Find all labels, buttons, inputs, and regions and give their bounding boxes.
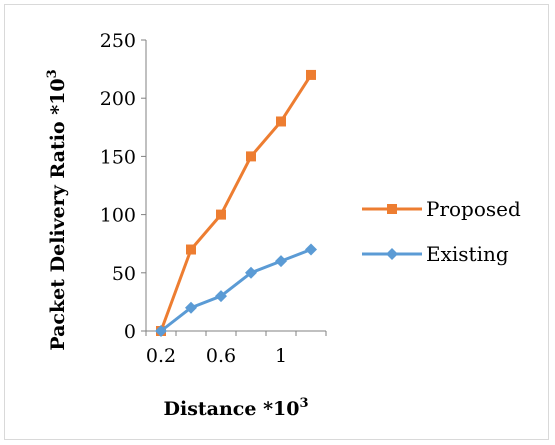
legend-label-existing: Existing [426, 242, 509, 266]
data-point-existing [215, 290, 227, 303]
data-point-proposed [276, 116, 286, 127]
series-layer [155, 69, 317, 337]
data-point-proposed [186, 244, 196, 255]
y-axis: 0 50 100 150 200 250 [100, 30, 147, 343]
legend-marker-proposed [387, 204, 397, 214]
x-axis: 0.2 0.6 1 [145, 330, 327, 367]
legend-marker-existing [386, 248, 398, 260]
y-tick-label: 200 [100, 88, 136, 110]
legend-label-proposed: Proposed [426, 197, 521, 221]
x-tick-label: 1 [275, 345, 287, 367]
data-point-proposed [246, 151, 256, 162]
series-line-existing [160, 248, 312, 333]
data-point-existing [275, 255, 287, 268]
y-tick-label: 150 [100, 146, 136, 168]
x-tick-label: 0.2 [146, 345, 176, 367]
data-point-proposed [216, 209, 226, 220]
y-axis-title: Packet Delivery Ratio *103 [45, 69, 69, 350]
data-point-existing [155, 325, 167, 337]
y-tick-label: 0 [124, 321, 136, 343]
chart-frame [4, 4, 549, 440]
y-tick-label: 50 [112, 263, 136, 285]
data-point-proposed [306, 69, 316, 80]
legend: Proposed Existing [362, 197, 521, 266]
data-point-existing [185, 301, 197, 314]
x-tick-label: 0.6 [206, 345, 236, 367]
y-tick-label: 100 [100, 205, 136, 227]
y-tick-label: 250 [100, 30, 136, 52]
x-axis-title: Distance *103 [164, 396, 309, 420]
series-line-proposed [159, 74, 313, 332]
data-point-existing [305, 243, 317, 256]
data-point-existing [245, 266, 257, 279]
